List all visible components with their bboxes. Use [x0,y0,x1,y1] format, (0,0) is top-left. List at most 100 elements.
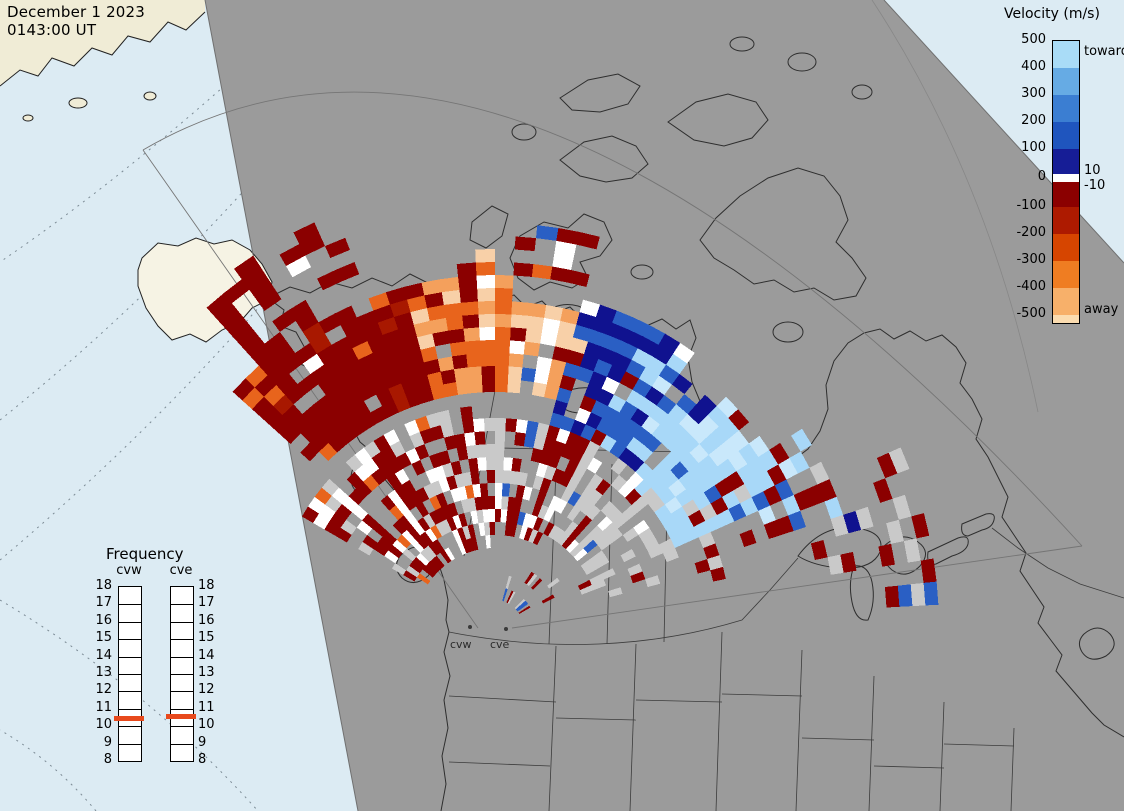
colorbar-segment [1053,41,1079,68]
frequency-gauge-tick [119,621,141,623]
graticule-arc [871,0,1039,413]
island-newfoundland [1078,627,1115,660]
colorbar-segment [1053,288,1079,315]
colorbar-segment [1053,207,1079,234]
frequency-gauge-tick [119,639,141,641]
island-small-4 [729,36,755,52]
colorbar-bar [1052,40,1080,324]
frequency-gauge-tick [119,726,141,728]
radar-site-label-cvw: cvw [450,638,472,651]
freq-scale-label-left: 11 [95,699,112,715]
radar-site-label-cve: cve [490,638,510,651]
frequency-title: Frequency [106,545,184,563]
colorbar-segment [1053,174,1079,182]
colorbar-tick-label: -100 [1016,198,1046,213]
freq-scale-label-right: 11 [198,699,215,715]
frequency-gauge-tick [171,656,193,658]
freq-scale-label-right: 16 [198,612,215,628]
colorbar-tick-label: 10 [1084,163,1101,178]
island-small-1 [511,123,537,141]
colorbar-tick-label: 300 [1021,86,1046,101]
colorbar-tick-label: 0 [1037,169,1046,184]
frequency-gauge-tick [119,743,141,745]
colorbar-segment [1053,95,1079,122]
colorbar-tick-label: toward [1084,44,1124,59]
island-southampton [772,321,804,343]
island-devon [559,135,649,183]
frequency-gauge-tick [171,639,193,641]
timestamp: December 1 2023 0143:00 UT [7,3,146,39]
island-ellesmere [667,93,769,147]
freq-scale-label-left: 12 [95,682,112,698]
frequency-gauge-tick [119,708,141,710]
frequency-gauge-cvw [118,586,142,762]
frequency-marker-cvw [114,716,144,722]
freq-scale-label-right: 9 [198,734,207,750]
freq-scale-label-right: 8 [198,752,207,767]
colorbar-segment [1053,315,1079,323]
frequency-gauge-tick [119,691,141,693]
colorbar-tick-label: -200 [1016,225,1046,240]
frequency-gauge-cve [170,586,194,762]
frequency-gauge-tick [171,726,193,728]
radar-cells [206,222,939,614]
colorbar-segment [1053,234,1079,261]
freq-scale-label-right: 15 [198,630,215,646]
colorbar-segment [1053,122,1079,149]
island-victoria [509,213,613,291]
freq-scale-label-left: 13 [95,665,112,680]
colorbar-segment [1053,68,1079,95]
island-baffin [699,167,867,301]
radar-site-dot-cvw [468,625,472,629]
colorbar-tick-label: -500 [1016,306,1046,321]
island-north-blob [559,73,641,113]
land-alaska-corner [0,0,206,122]
frequency-gauge-tick [119,656,141,658]
frequency-gauge-tick [171,621,193,623]
colorbar-tick-label: 100 [1021,140,1046,155]
freq-scale-label-right: 12 [198,682,215,698]
colorbar-tick-label: -10 [1084,178,1106,193]
freq-scale-label-left: 14 [95,647,112,663]
freq-scale-label-right: 18 [198,578,215,593]
frequency-gauge-tick [171,708,193,710]
colorbar-tick-label: 500 [1021,32,1046,47]
freq-scale-label-left: 15 [95,630,112,646]
freq-scale-label-right: 17 [198,595,215,611]
colorbar-segment [1053,149,1079,174]
colorbar-tick-label: away [1084,302,1119,317]
island-small-3 [851,84,873,100]
frequency-column-cvw: cvw [116,563,142,578]
colorbar-tick-label: 400 [1021,59,1046,74]
freq-scale-label-left: 8 [103,752,112,767]
island-banks [469,205,509,249]
radar-site-dot-cve [504,627,508,631]
colorbar-title: Velocity (m/s) [1004,6,1100,22]
path-us-west-coast [440,631,451,811]
colorbar-segment [1053,261,1079,288]
date-label: December 1 2023 [7,3,146,21]
freq-scale-label-left: 16 [95,612,112,628]
freq-scale-label-left: 18 [95,578,112,593]
lake-michigan [849,565,874,621]
frequency-gauge-tick [119,674,141,675]
freq-scale-label-right: 14 [198,647,215,663]
colorbar-segment [1053,182,1079,207]
frequency-marker-cve [166,713,196,719]
time-label: 0143:00 UT [7,20,97,39]
colorbar-tick-label: 200 [1021,113,1046,128]
frequency-gauge-tick [171,674,193,675]
lake-ontario [961,513,995,537]
freq-scale-label-left: 10 [95,717,112,733]
frequency-gauge-tick [119,604,141,606]
frequency-gauge-tick [171,743,193,745]
freq-scale-label-right: 10 [198,717,215,733]
island-king-william [630,264,654,280]
colorbar-tick-label: -400 [1016,279,1046,294]
colorbar-tick-label: -300 [1016,252,1046,267]
freq-scale-label-left: 17 [95,595,112,611]
